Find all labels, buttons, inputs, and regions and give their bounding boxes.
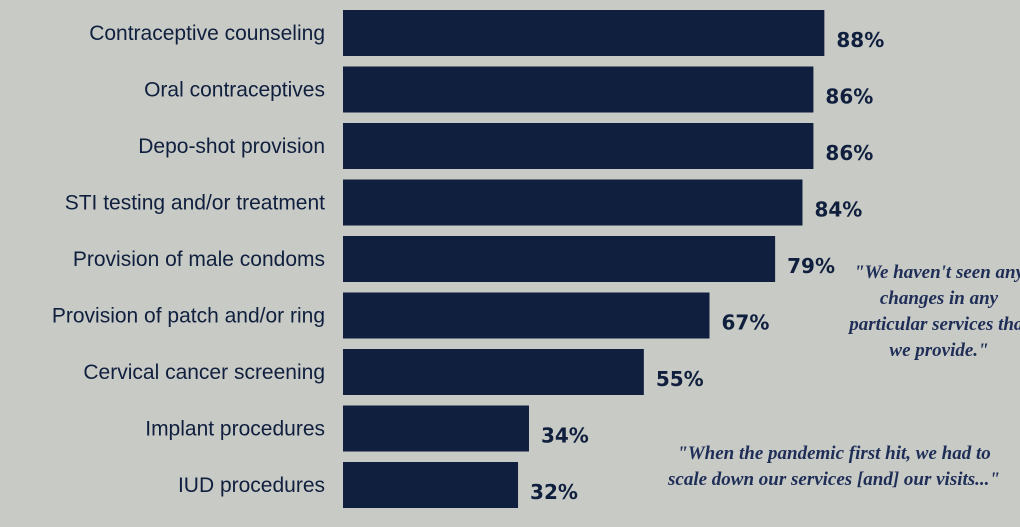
quote-no-changes: "We haven't seen any changes in any part… xyxy=(849,262,1020,361)
category-label-sti-testing-and-or-treatment: STI testing and/or treatment xyxy=(65,192,325,215)
category-label-provision-of-patch-and-or-ring: Provision of patch and/or ring xyxy=(52,305,325,328)
value-label-contraceptive-counseling: 88% xyxy=(836,28,884,52)
category-label-provision-of-male-condoms: Provision of male condoms xyxy=(73,248,325,271)
bar-implant-procedures xyxy=(343,405,529,452)
value-label-cervical-cancer-screening: 55% xyxy=(656,367,704,391)
bar-cervical-cancer-screening xyxy=(343,349,644,395)
value-label-oral-contraceptives: 86% xyxy=(825,85,873,109)
bar-sti-testing-and-or-treatment xyxy=(343,179,803,226)
value-label-depo-shot-provision: 86% xyxy=(825,141,873,165)
bar-provision-of-male-condoms xyxy=(343,236,776,282)
category-label-oral-contraceptives: Oral contraceptives xyxy=(144,79,325,102)
value-label-provision-of-male-condoms: 79% xyxy=(787,254,835,278)
quote-scale-down: "When the pandemic first hit, we had to … xyxy=(668,443,1000,490)
bar-contraceptive-counseling xyxy=(343,10,825,56)
category-label-iud-procedures: IUD procedures xyxy=(178,474,325,497)
bar-oral-contraceptives xyxy=(343,66,814,113)
bar-depo-shot-provision xyxy=(343,123,814,169)
category-label-cervical-cancer-screening: Cervical cancer screening xyxy=(83,361,325,384)
bar-iud-procedures xyxy=(343,462,519,508)
value-label-iud-procedures: 32% xyxy=(530,480,578,504)
bar-provision-of-patch-and-or-ring xyxy=(343,292,710,339)
value-label-provision-of-patch-and-or-ring: 67% xyxy=(721,311,769,335)
value-label-sti-testing-and-or-treatment: 84% xyxy=(814,198,862,222)
category-label-implant-procedures: Implant procedures xyxy=(145,418,325,441)
value-label-implant-procedures: 34% xyxy=(541,424,589,448)
category-label-depo-shot-provision: Depo-shot provision xyxy=(138,135,325,158)
category-label-contraceptive-counseling: Contraceptive counseling xyxy=(89,22,325,45)
